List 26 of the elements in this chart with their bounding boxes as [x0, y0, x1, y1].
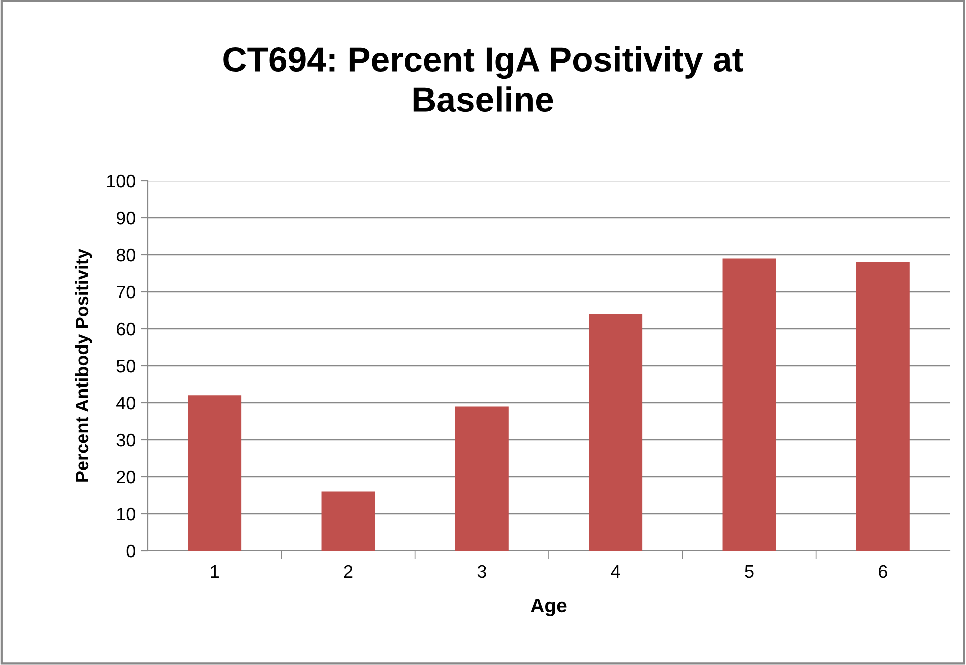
y-axis-title: Percent Antibody Positivity	[75, 249, 92, 482]
y-tick-label: 70	[117, 286, 136, 299]
bar	[856, 262, 910, 551]
bar	[722, 258, 776, 551]
y-tick-label: 40	[116, 396, 136, 410]
x-tick-label: 4	[611, 566, 620, 578]
x-tick-label: 2	[344, 565, 353, 578]
y-tick-label: 100	[107, 174, 136, 188]
chart-title: CT694: Percent IgA Positivity at Baseline	[224, 46, 744, 112]
bar	[589, 314, 643, 551]
y-tick-label: 50	[116, 360, 136, 373]
y-tick-label: 20	[117, 470, 136, 484]
bar	[455, 406, 509, 551]
y-tick-label: 60	[117, 322, 136, 336]
x-tick-label: 5	[745, 566, 754, 578]
bar	[188, 396, 242, 551]
x-axis-title: Age	[531, 599, 567, 617]
y-tick-label: 90	[116, 212, 136, 225]
y-tick-label: 80	[116, 248, 136, 262]
y-tick-label: 30	[116, 434, 136, 447]
bar	[322, 492, 376, 551]
x-tick-label: 3	[478, 565, 486, 578]
x-tick-label: 6	[879, 565, 888, 578]
x-tick-label: 1	[211, 566, 219, 578]
y-tick-label: 10	[117, 508, 136, 521]
y-tick-label: 0	[126, 544, 136, 558]
